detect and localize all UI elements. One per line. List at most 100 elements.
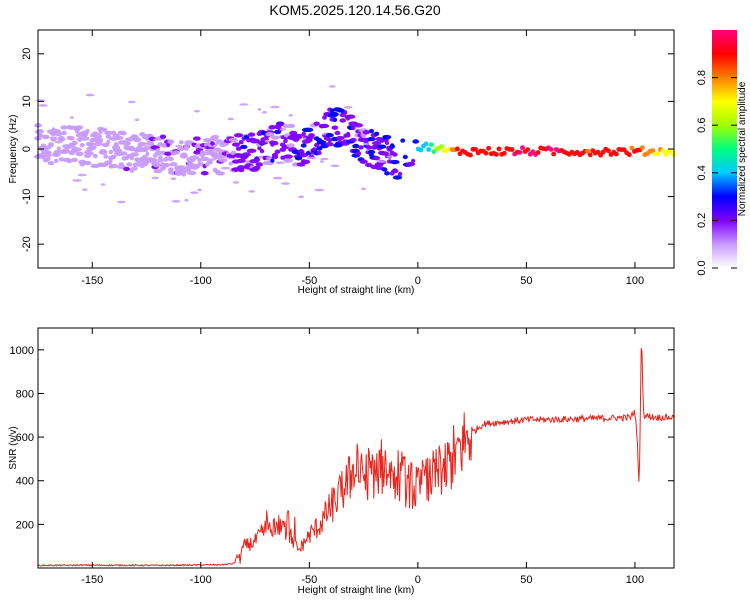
colorbar-tick-label: 0.8: [696, 70, 708, 85]
colorbar-label: Normalized spectral amplitude: [737, 81, 748, 216]
spectrogram-cell: [194, 110, 200, 113]
spectrogram-cell: [280, 128, 286, 131]
spectrogram-cell: [640, 145, 645, 150]
spectrogram-cell: [284, 159, 292, 163]
spectrogram-cell: [295, 135, 302, 139]
spectrogram-cell: [385, 141, 389, 145]
spectrogram-cell: [98, 139, 103, 143]
colorbar-tick-label: 0.4: [696, 165, 708, 180]
spectrogram-cell: [247, 149, 257, 153]
spectrogram-cell: [335, 131, 341, 135]
spectrogram-cell: [257, 108, 261, 111]
spectrogram-cell: [187, 171, 196, 175]
spectrogram-cell: [210, 141, 215, 145]
spectrogram-cell: [43, 135, 49, 139]
spectrogram-cell: [330, 165, 339, 168]
spectrogram-cell: [182, 172, 186, 176]
snr-plot-area: [38, 328, 674, 568]
spectrogram-cell: [184, 199, 188, 202]
spectrogram-cell: [45, 153, 52, 157]
spectrogram-cell: [312, 147, 316, 151]
spectrogram-cell: [455, 147, 460, 152]
spectrogram-cell: [138, 142, 147, 146]
snr-panel: -150 -100 -50 0 50 100 200 400 600 800 1000 Heigh…: [8, 328, 674, 596]
spectrogram-cell: [383, 135, 392, 139]
spectrogram-cell: [256, 162, 263, 166]
spectrogram-panel: -150 -100 -50 0 50 100 -20-1001020 Height of …: [8, 30, 676, 296]
spectrogram-cell: [234, 133, 243, 137]
spectrogram-cell: [377, 145, 386, 149]
spectrogram-cell: [106, 140, 110, 144]
y-tick-label: 800: [16, 388, 34, 400]
spectrogram-cell: [494, 152, 499, 157]
spectrogram-cell: [101, 183, 106, 186]
figure-title: KOM5.2025.120.14.56.G20: [269, 2, 440, 18]
spectrogram-cell: [275, 162, 285, 165]
spectrogram-cell: [221, 167, 230, 170]
spectrogram-cell: [179, 140, 184, 144]
spectrogram-cell: [364, 143, 369, 146]
spectrogram-cell: [273, 177, 283, 180]
y-tick-label: 400: [16, 476, 34, 488]
spectrogram-cell: [197, 189, 202, 192]
spectrogram-cell: [89, 145, 96, 149]
spectrogram-cell: [346, 133, 351, 137]
spectrogram-cell: [486, 146, 491, 151]
y-tick-label: 1000: [10, 345, 34, 357]
spectrogram-cell: [381, 167, 387, 171]
spectrogram-cell: [161, 163, 171, 167]
spectrogram-cell: [168, 157, 174, 161]
spectrogram-cell: [48, 143, 53, 147]
spectrogram-cell: [551, 152, 556, 157]
spectrogram-cell: [126, 162, 132, 166]
spectrogram-cell: [184, 144, 190, 148]
spectrogram-cell: [103, 154, 108, 158]
spectrogram-cell: [229, 138, 239, 142]
spectrogram-cell: [281, 182, 290, 185]
spectrogram-cell: [57, 129, 61, 133]
spectrogram-cell: [61, 131, 67, 135]
spectrogram-cell: [588, 152, 593, 157]
spectrogram-cell: [76, 152, 84, 156]
spectrogram-cell: [172, 200, 181, 203]
spectrogram-cell: [113, 144, 119, 147]
y-tick-label: 0: [21, 146, 33, 152]
spectrogram-cell: [320, 158, 329, 161]
spectrogram-cell: [320, 124, 329, 128]
spectrogram-cell: [333, 118, 338, 122]
spectrogram-cell: [367, 137, 376, 141]
spectrogram-cell: [391, 169, 398, 173]
spectrogram-cell: [123, 167, 130, 171]
spectrogram-cell: [302, 160, 310, 164]
spectrogram-cell: [305, 128, 314, 132]
spectrogram-cell: [180, 154, 188, 158]
spectrogram-cell: [517, 150, 522, 155]
x-tick-label: 0: [415, 574, 421, 586]
spectrogram-cell: [374, 132, 379, 136]
spectrogram-cell: [339, 118, 346, 122]
spectrogram-cell: [400, 138, 405, 142]
spectrogram-cell: [301, 143, 307, 147]
spectrogram-cell: [525, 147, 530, 152]
spectrogram-cell: [54, 159, 59, 163]
spectrogram-cell: [655, 151, 660, 156]
spectrogram-cell: [50, 136, 58, 139]
colorbar-tick-label: 0.0: [696, 260, 708, 275]
spectrogram-cell: [239, 140, 244, 144]
spectrogram-cell: [344, 106, 353, 109]
spectrogram-cell: [152, 177, 159, 180]
spectrogram-cell: [353, 144, 359, 148]
spectrogram-cell: [248, 190, 255, 193]
y-tick-label: 10: [21, 95, 33, 107]
spectrogram-cell: [429, 142, 434, 147]
spectrogram-cell: [239, 103, 248, 106]
spectrogram-cell: [86, 151, 94, 155]
x-tick-label: -150: [81, 275, 103, 287]
spectrogram-cell: [627, 152, 632, 157]
spectrogram-cell: [270, 158, 274, 162]
spectrogram-cell: [260, 149, 264, 153]
spectrogram-cell: [145, 152, 149, 156]
spectrogram-cell: [228, 118, 234, 121]
y-tick-label: 20: [21, 48, 33, 60]
spectrogram-cell: [271, 135, 280, 139]
